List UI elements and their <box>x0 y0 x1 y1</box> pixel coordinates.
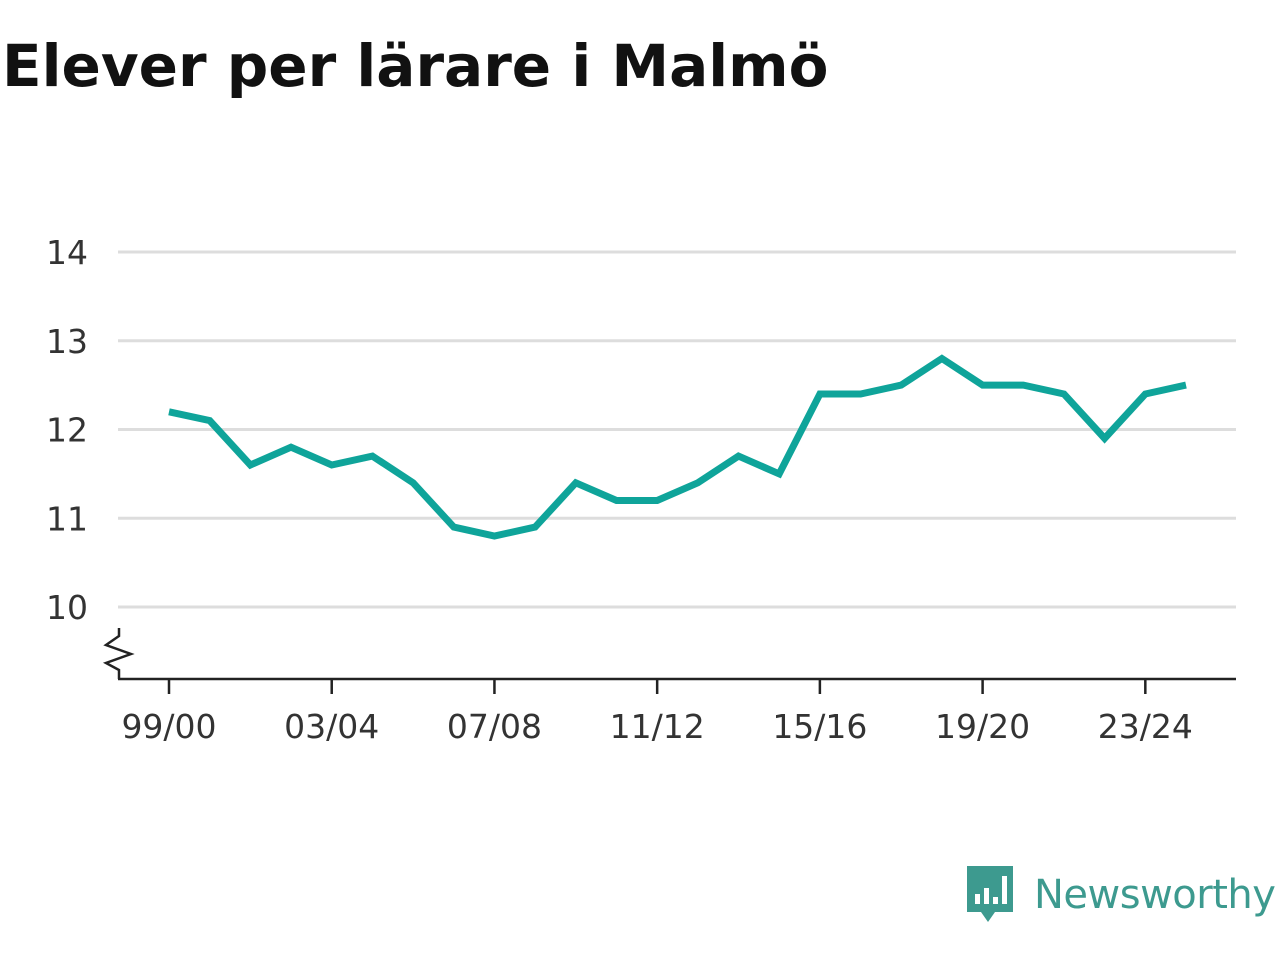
x-tick-label: 07/08 <box>447 707 542 746</box>
x-tick-label: 11/12 <box>610 707 705 746</box>
gridlines <box>118 250 1236 609</box>
x-tick-label: 19/20 <box>935 707 1030 746</box>
axis-break-icon <box>102 628 135 679</box>
chart-title: Elever per lärare i Malmö <box>2 32 829 100</box>
y-tick-label: 11 <box>46 499 88 538</box>
y-tick-label: 12 <box>46 411 88 450</box>
x-tick-label: 15/16 <box>772 707 867 746</box>
bar-chart-speech-bubble-icon <box>967 866 1013 922</box>
x-tick-label: 99/00 <box>121 707 216 746</box>
y-axis-ticks: 10 11 12 13 14 <box>46 233 88 627</box>
brand-logo: Newsworthy <box>964 864 1276 926</box>
y-tick-label: 14 <box>46 233 88 272</box>
y-tick-label: 13 <box>46 322 88 361</box>
x-tick-label: 03/04 <box>284 707 379 746</box>
brand-name: Newsworthy <box>1034 872 1276 918</box>
x-axis-ticks: 99/00 03/04 07/08 11/12 15/16 19/20 23/24 <box>121 679 1193 746</box>
x-tick-label: 23/24 <box>1098 707 1193 746</box>
series-line <box>168 354 1187 540</box>
y-tick-label: 10 <box>46 588 88 627</box>
